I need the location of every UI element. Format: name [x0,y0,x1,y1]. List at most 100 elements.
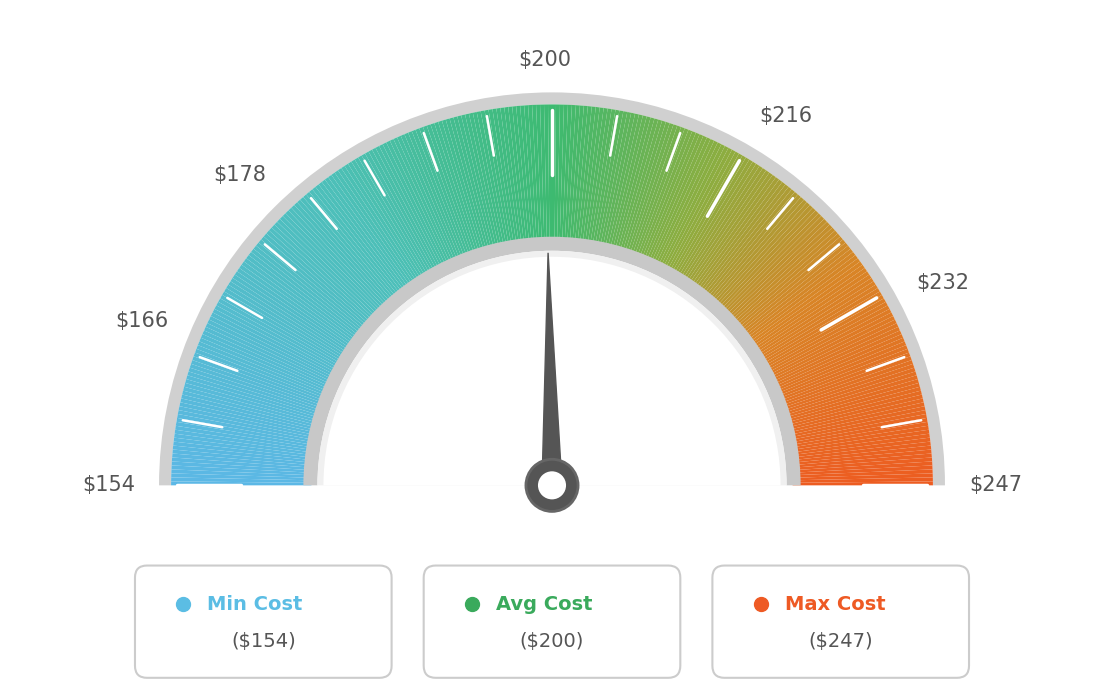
Wedge shape [776,349,909,402]
Wedge shape [220,295,343,367]
Wedge shape [672,155,746,278]
Text: $247: $247 [969,475,1022,495]
Wedge shape [711,199,807,306]
Wedge shape [681,164,760,284]
Wedge shape [793,466,933,475]
Wedge shape [480,110,509,249]
Wedge shape [683,166,763,285]
Wedge shape [636,128,689,261]
Wedge shape [423,126,473,259]
Wedge shape [246,255,360,342]
Wedge shape [274,221,379,321]
Wedge shape [294,202,391,308]
Wedge shape [193,353,327,404]
Wedge shape [560,105,567,245]
Wedge shape [195,349,328,402]
Wedge shape [173,437,314,457]
Wedge shape [664,148,732,273]
Circle shape [538,471,566,500]
Wedge shape [567,105,580,246]
Wedge shape [477,111,507,250]
Wedge shape [174,433,314,455]
Wedge shape [532,105,542,245]
Wedge shape [781,368,915,413]
Wedge shape [177,414,316,443]
Wedge shape [386,141,449,268]
Wedge shape [750,268,867,350]
Wedge shape [771,327,900,388]
Wedge shape [774,337,904,395]
Wedge shape [229,282,349,359]
Wedge shape [328,175,413,290]
Wedge shape [764,306,890,374]
Wedge shape [783,375,917,418]
Wedge shape [783,379,919,421]
Text: ($200): ($200) [520,631,584,651]
Wedge shape [341,166,421,285]
Wedge shape [286,210,385,313]
Wedge shape [778,356,912,406]
Wedge shape [722,216,825,317]
Wedge shape [724,219,827,319]
Wedge shape [767,316,895,381]
Wedge shape [609,115,647,253]
Wedge shape [182,391,319,428]
Wedge shape [372,148,440,273]
Wedge shape [192,356,326,406]
Wedge shape [235,271,353,352]
Wedge shape [277,219,380,319]
Wedge shape [787,406,925,437]
Wedge shape [216,302,341,372]
Wedge shape [183,387,320,426]
Wedge shape [580,107,599,246]
Text: $166: $166 [116,311,169,331]
Wedge shape [219,298,342,369]
Wedge shape [226,284,348,361]
Wedge shape [544,104,550,245]
Wedge shape [572,106,587,246]
Wedge shape [677,159,753,281]
Wedge shape [548,104,552,245]
Wedge shape [638,130,692,262]
Wedge shape [739,246,850,336]
Wedge shape [728,224,832,322]
Wedge shape [787,402,925,435]
Wedge shape [749,265,864,348]
Wedge shape [492,108,517,248]
Wedge shape [171,473,311,480]
Wedge shape [789,426,928,450]
Text: $232: $232 [916,273,969,293]
Wedge shape [171,482,311,485]
Wedge shape [197,345,328,399]
Wedge shape [189,368,323,413]
Wedge shape [761,295,884,367]
Wedge shape [174,430,314,453]
Wedge shape [438,121,482,256]
Wedge shape [741,248,853,338]
Wedge shape [599,112,631,250]
Wedge shape [283,213,384,315]
FancyBboxPatch shape [712,566,969,678]
Wedge shape [442,119,485,255]
Wedge shape [773,334,903,392]
Wedge shape [631,126,681,259]
Wedge shape [297,199,393,306]
Wedge shape [769,323,899,385]
Wedge shape [666,150,735,275]
FancyBboxPatch shape [424,566,680,678]
Wedge shape [420,127,470,260]
Wedge shape [788,418,927,445]
Wedge shape [558,104,564,245]
Wedge shape [614,117,655,254]
Wedge shape [757,288,880,363]
Wedge shape [300,197,395,305]
Wedge shape [365,152,436,276]
Wedge shape [358,155,432,278]
Wedge shape [248,252,362,340]
Wedge shape [344,164,423,284]
Wedge shape [793,482,933,485]
Wedge shape [626,123,673,257]
Wedge shape [753,275,871,354]
Wedge shape [449,117,490,254]
Wedge shape [397,136,456,266]
